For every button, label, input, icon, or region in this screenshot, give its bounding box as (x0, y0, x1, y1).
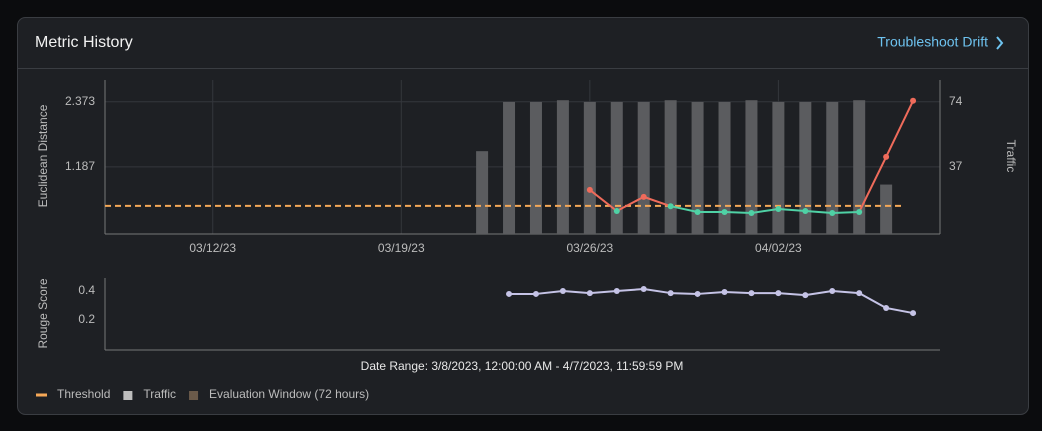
point (748, 209, 755, 216)
x-tick-label: 03/12/23 (189, 241, 236, 255)
traffic-bar (853, 100, 866, 234)
point (586, 290, 593, 297)
traffic-bar (637, 101, 650, 234)
point (910, 97, 917, 104)
point (883, 153, 890, 160)
y-tick-label: 0.4 (78, 283, 95, 297)
traffic-bar (826, 101, 839, 234)
traffic-bar (691, 101, 704, 234)
line-segment (832, 210, 860, 214)
date-range: Date Range: 3/8/2023, 12:00:00 AM - 4/7/… (361, 359, 684, 373)
y-tick-label: 1.187 (65, 159, 95, 173)
traffic-bar (880, 184, 893, 234)
line-segment (751, 207, 779, 214)
point (586, 186, 593, 193)
traffic-bar (583, 101, 596, 234)
line-segment (858, 156, 888, 213)
line-segment (724, 210, 752, 214)
point (721, 208, 728, 215)
x-tick-label: 03/26/23 (566, 241, 613, 255)
legend-swatch (189, 391, 199, 400)
point (559, 288, 566, 295)
traffic-bar (799, 101, 812, 234)
point (775, 290, 782, 297)
point (910, 310, 917, 317)
line-segment (885, 100, 914, 158)
line-segment (589, 189, 618, 212)
line-segment (616, 288, 644, 293)
traffic-bar (610, 101, 623, 234)
line-segment (778, 207, 806, 212)
traffic-bar (718, 101, 731, 234)
traffic-bar (503, 101, 516, 234)
point (640, 193, 647, 200)
line-segment (724, 291, 752, 295)
traffic-bar (476, 151, 489, 234)
x-tick-label: 04/02/23 (755, 241, 802, 255)
point (721, 289, 728, 296)
line-segment (697, 291, 725, 295)
traffic-bar (664, 100, 677, 234)
legend-label: Evaluation Window (72 hours) (209, 387, 369, 401)
point (506, 290, 513, 297)
legend-swatch (123, 391, 133, 400)
point (883, 304, 890, 311)
line-segment (535, 290, 564, 295)
line-segment (832, 290, 860, 295)
point (694, 290, 701, 297)
troubleshoot-link[interactable]: Troubleshoot Drift (877, 34, 1004, 50)
point (532, 290, 539, 297)
point (613, 288, 620, 295)
point (856, 208, 863, 215)
line-segment (643, 288, 671, 295)
line-segment (670, 205, 698, 213)
line-segment (616, 195, 645, 212)
chevron[interactable] (996, 36, 1004, 50)
line-segment (562, 290, 590, 295)
traffic-bar (772, 101, 785, 234)
line-segment (670, 292, 698, 295)
line-segment (643, 195, 671, 208)
point (613, 207, 620, 214)
point (829, 288, 836, 295)
y-axis-title: Rouge Score (36, 278, 50, 348)
line-segment (858, 292, 887, 309)
y-tick-label: 2.373 (65, 94, 95, 108)
panel (17, 17, 1029, 415)
y2-axis-title: Traffic (1004, 140, 1018, 173)
traffic-bar (529, 101, 542, 234)
traffic-bar (745, 100, 758, 234)
line-segment (805, 209, 833, 214)
point (856, 290, 863, 297)
line-segment (885, 307, 914, 315)
link-text[interactable]: Troubleshoot Drift (877, 34, 988, 50)
legend-label: Threshold (57, 387, 110, 401)
point (829, 209, 836, 216)
point (748, 290, 755, 297)
point (640, 286, 647, 293)
line-segment (778, 292, 806, 297)
legend-label: Traffic (143, 387, 176, 401)
title: Metric History (35, 34, 133, 51)
line-segment (589, 290, 617, 295)
point (802, 207, 809, 214)
point (775, 205, 782, 212)
x-tick-label: 03/19/23 (378, 241, 425, 255)
point (802, 292, 809, 299)
point (667, 290, 674, 297)
point (667, 203, 674, 210)
traffic-bar (556, 100, 569, 234)
y-tick-label: 0.2 (78, 312, 95, 326)
point (694, 208, 701, 215)
line-segment (805, 290, 833, 297)
y-axis-title: Euclidean Distance (36, 104, 50, 207)
y2-tick-label: 37 (949, 159, 963, 173)
y2-tick-label: 74 (949, 94, 963, 108)
